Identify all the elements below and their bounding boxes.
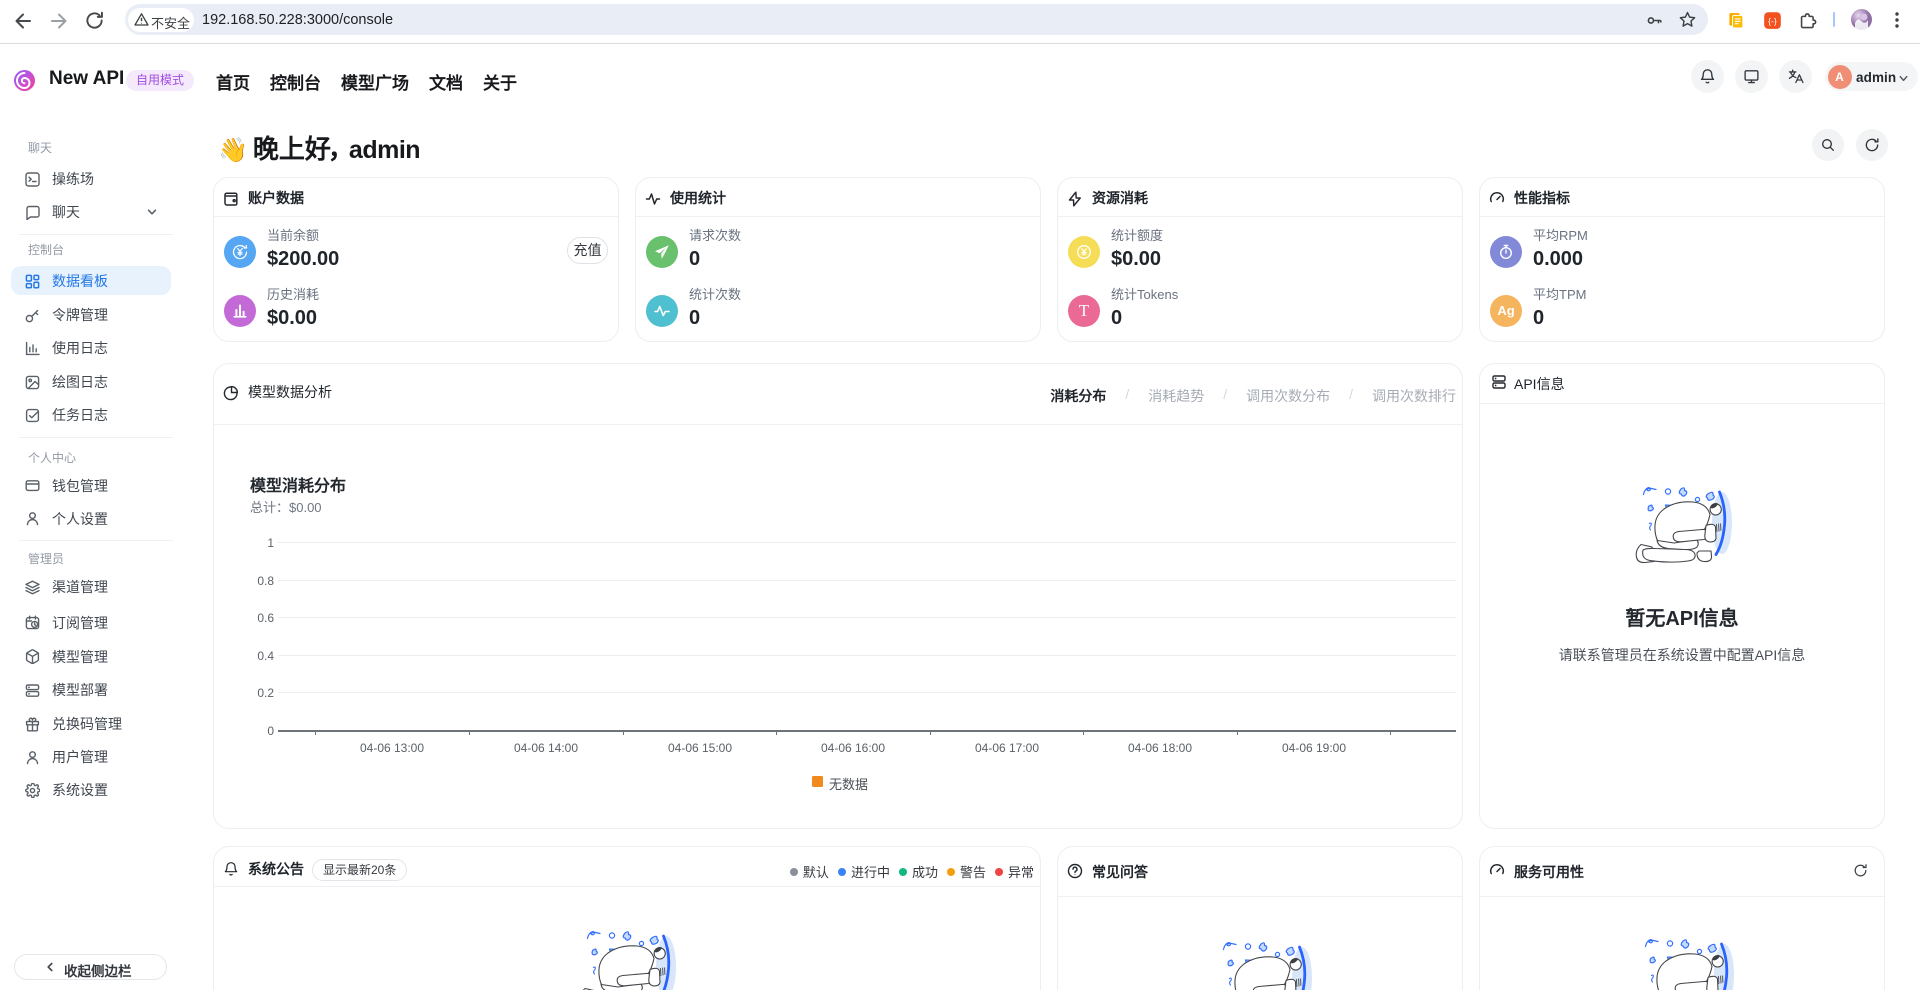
svg-text:{-}: {-} xyxy=(1768,16,1777,26)
